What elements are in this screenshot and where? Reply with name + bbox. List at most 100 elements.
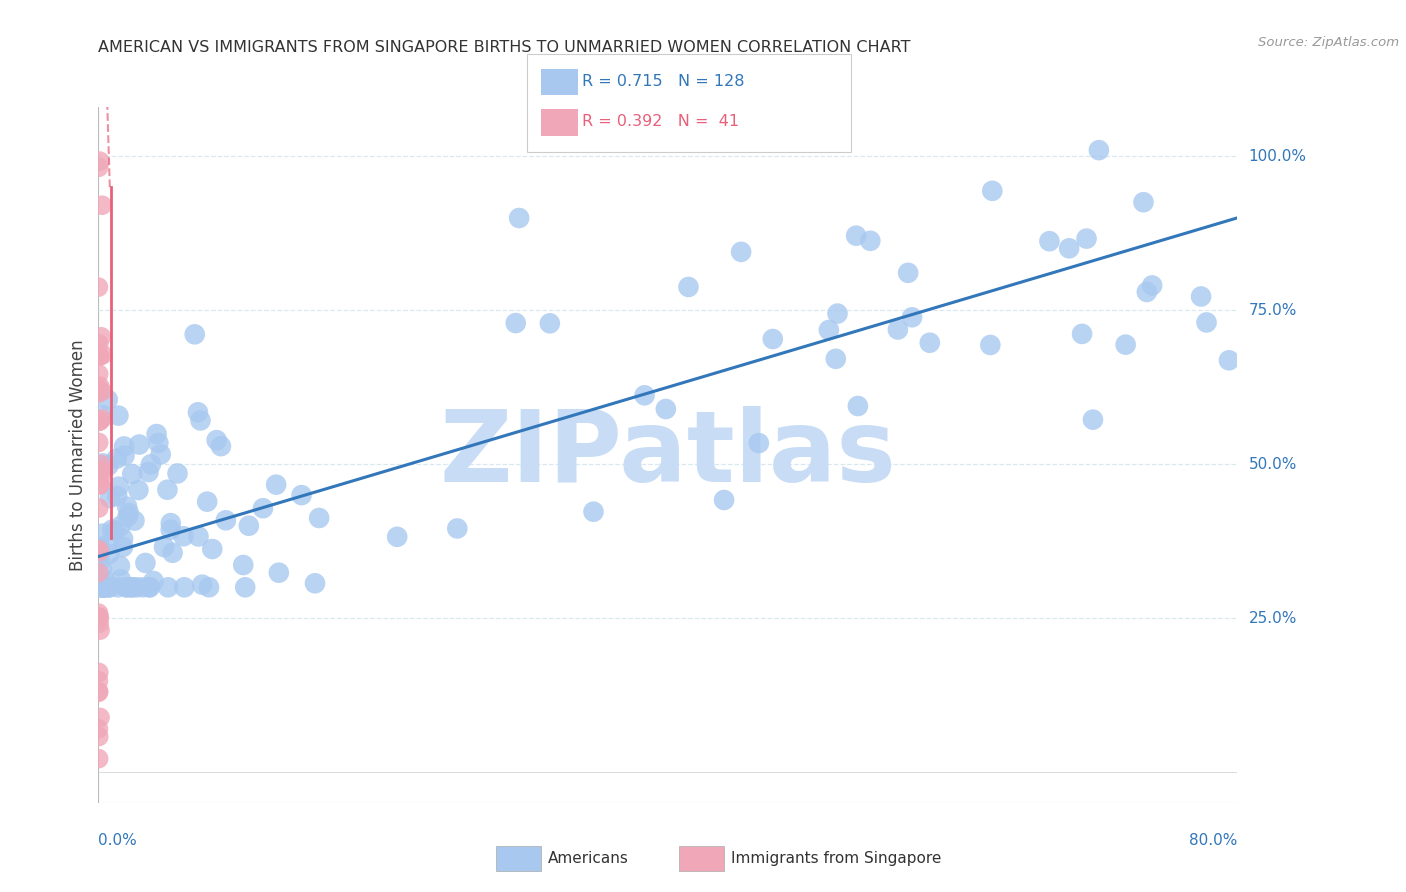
Point — [508, 211, 530, 225]
Point — [195, 494, 218, 508]
Point — [89, 349, 111, 363]
Point — [1140, 278, 1163, 293]
Point — [87, 722, 110, 736]
Point — [87, 336, 110, 351]
Text: 80.0%: 80.0% — [1189, 833, 1237, 848]
Point — [91, 198, 114, 212]
Point — [131, 580, 153, 594]
Text: R = 0.715   N = 128: R = 0.715 N = 128 — [582, 74, 745, 88]
Point — [191, 577, 214, 591]
Point — [89, 477, 111, 491]
Point — [252, 501, 274, 516]
Point — [87, 580, 110, 594]
Point — [87, 386, 110, 401]
Point — [87, 566, 110, 580]
Point — [824, 351, 846, 366]
Point — [89, 569, 111, 583]
Point — [981, 184, 1004, 198]
Point — [87, 730, 110, 744]
Point — [264, 477, 287, 491]
Text: R = 0.392   N =  41: R = 0.392 N = 41 — [582, 114, 740, 128]
Text: Source: ZipAtlas.com: Source: ZipAtlas.com — [1258, 36, 1399, 49]
Point — [87, 435, 110, 450]
Point — [505, 316, 527, 330]
Point — [183, 327, 205, 342]
Point — [93, 580, 115, 594]
Point — [87, 367, 110, 381]
Point — [762, 332, 785, 346]
Point — [89, 463, 111, 477]
Point — [89, 349, 111, 363]
Point — [89, 710, 111, 724]
Point — [1057, 241, 1080, 255]
Point — [748, 436, 770, 450]
Point — [215, 513, 238, 527]
Point — [90, 458, 112, 472]
Point — [91, 580, 114, 594]
Point — [897, 266, 920, 280]
Point — [125, 580, 148, 594]
Point — [201, 541, 224, 556]
Point — [107, 409, 129, 423]
Point — [97, 537, 120, 551]
Point — [1038, 234, 1060, 248]
Point — [89, 379, 111, 393]
Point — [582, 505, 605, 519]
Point — [205, 433, 228, 447]
Point — [121, 467, 143, 481]
Point — [918, 335, 941, 350]
Point — [105, 489, 128, 503]
Point — [105, 451, 128, 466]
Point — [308, 511, 330, 525]
Point — [112, 439, 135, 453]
Point — [93, 573, 115, 587]
Point — [159, 523, 181, 537]
Text: 75.0%: 75.0% — [1249, 302, 1296, 318]
Point — [89, 414, 111, 428]
Point — [290, 488, 312, 502]
Point — [87, 752, 110, 766]
Point — [678, 280, 700, 294]
Point — [846, 399, 869, 413]
Point — [97, 458, 120, 473]
Point — [115, 500, 138, 514]
Point — [90, 562, 112, 576]
Text: ZIPatlas: ZIPatlas — [440, 407, 896, 503]
Text: 100.0%: 100.0% — [1249, 149, 1306, 164]
Point — [91, 409, 114, 423]
Point — [114, 449, 136, 463]
Point — [91, 412, 114, 426]
Point — [446, 521, 468, 535]
Point — [845, 228, 868, 243]
Point — [87, 673, 110, 688]
Point — [91, 348, 114, 362]
Point — [117, 510, 139, 524]
Text: 0.0%: 0.0% — [98, 833, 138, 848]
Point — [87, 578, 110, 592]
Point — [127, 483, 149, 497]
Point — [90, 464, 112, 478]
Point — [110, 573, 132, 587]
Point — [89, 610, 111, 624]
Point — [209, 439, 232, 453]
Point — [1076, 232, 1098, 246]
Point — [713, 493, 735, 508]
Point — [538, 316, 561, 330]
Point — [101, 523, 124, 537]
Point — [89, 616, 111, 631]
Point — [156, 483, 179, 497]
Point — [91, 580, 114, 594]
Point — [827, 307, 849, 321]
Point — [385, 530, 408, 544]
Point — [91, 580, 114, 594]
Point — [730, 244, 752, 259]
Text: 25.0%: 25.0% — [1249, 611, 1296, 625]
Y-axis label: Births to Unmarried Women: Births to Unmarried Women — [69, 339, 87, 571]
Point — [187, 529, 209, 543]
Point — [90, 330, 112, 344]
Point — [108, 558, 131, 573]
Point — [198, 580, 221, 594]
Point — [138, 465, 160, 479]
Point — [87, 610, 110, 624]
Point — [1136, 285, 1159, 299]
